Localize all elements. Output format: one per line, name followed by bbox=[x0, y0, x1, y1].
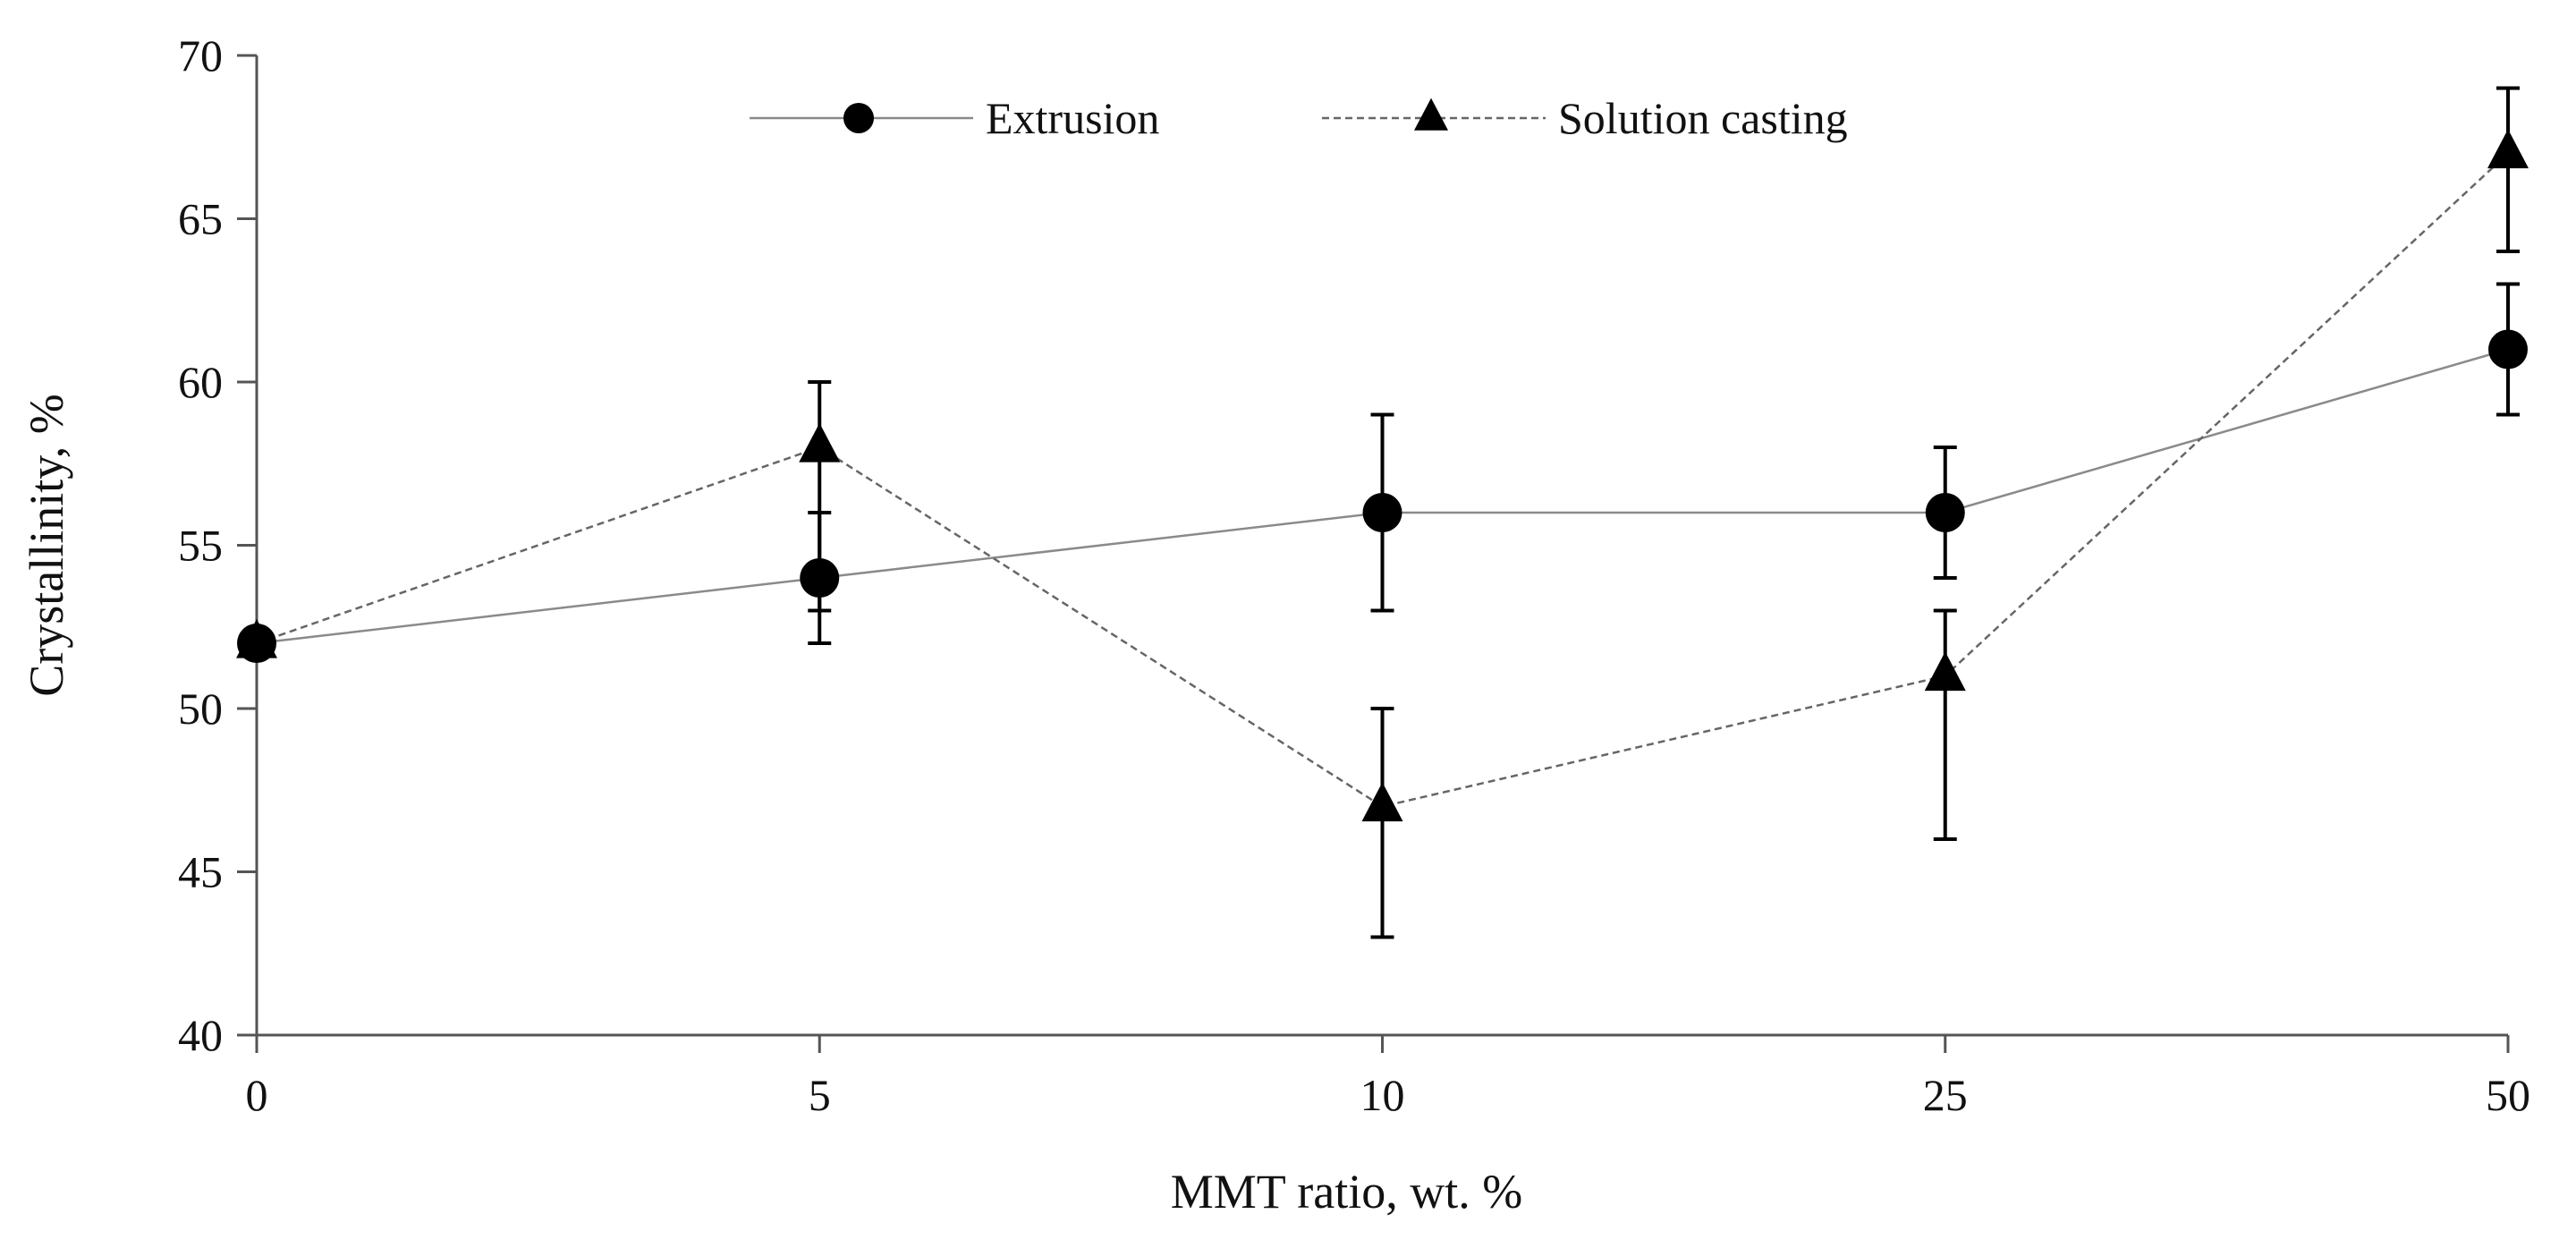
legend-triangle-marker bbox=[1414, 98, 1448, 131]
y-tick-label: 45 bbox=[178, 847, 223, 897]
y-tick-label: 65 bbox=[178, 194, 223, 244]
triangle-marker bbox=[236, 618, 277, 658]
x-tick-label: 25 bbox=[1923, 1070, 1968, 1120]
series-layer bbox=[236, 86, 2529, 939]
y-tick-label: 50 bbox=[178, 683, 223, 734]
circle-marker bbox=[1362, 493, 1402, 532]
x-axis-title: MMT ratio, wt. % bbox=[1171, 1165, 1522, 1218]
y-tick-label: 55 bbox=[178, 521, 223, 571]
circle-marker bbox=[1925, 493, 1965, 532]
x-tick-label: 5 bbox=[809, 1070, 831, 1120]
ticks: 40 45 50 55 60 65 70 0 5 10 25 50 bbox=[178, 30, 2530, 1120]
circle-marker bbox=[2488, 329, 2528, 369]
series-line bbox=[256, 152, 2509, 808]
triangle-marker bbox=[1924, 651, 1966, 692]
triangle-marker bbox=[1361, 782, 1403, 822]
circle-marker bbox=[800, 558, 840, 598]
y-axis-title: Crystallinity, % bbox=[20, 394, 73, 696]
y-tick-label: 40 bbox=[178, 1010, 223, 1060]
y-tick-label: 70 bbox=[178, 30, 223, 81]
triangle-marker bbox=[799, 422, 841, 463]
x-tick-label: 50 bbox=[2486, 1070, 2530, 1120]
legend: Extrusion Solution casting bbox=[750, 93, 1848, 143]
x-tick-label: 0 bbox=[246, 1070, 268, 1120]
triangle-marker bbox=[2487, 129, 2529, 169]
x-tick-label: 10 bbox=[1360, 1070, 1405, 1120]
legend-label: Solution casting bbox=[1558, 93, 1848, 143]
legend-circle-marker bbox=[843, 103, 874, 133]
y-tick-label: 60 bbox=[178, 357, 223, 407]
legend-label: Extrusion bbox=[986, 93, 1159, 143]
